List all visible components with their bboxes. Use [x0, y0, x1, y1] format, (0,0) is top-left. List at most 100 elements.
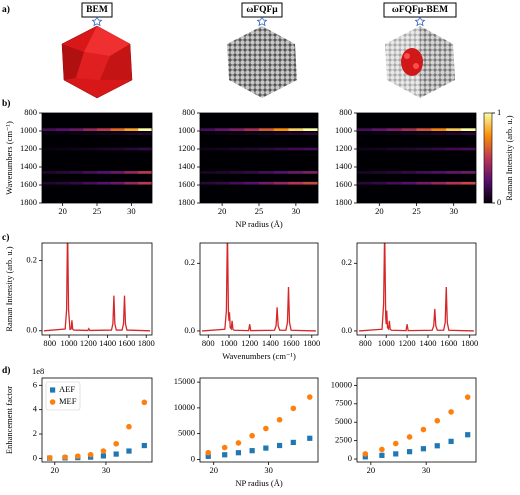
heatmap-cell	[357, 147, 373, 151]
heatmap-cell	[97, 128, 112, 131]
y-tick-label: 7500	[335, 398, 352, 408]
heatmap-cell	[401, 128, 417, 131]
heatmap-cell	[42, 181, 57, 185]
heatmap-cell	[416, 147, 432, 151]
heatmap-cell	[110, 128, 125, 131]
y-tick-label: 0.2	[184, 257, 195, 267]
heatmap-cell	[244, 181, 260, 185]
y-tick-label: 1200	[20, 143, 37, 153]
heatmap-cell	[83, 147, 98, 151]
point	[126, 448, 132, 454]
heatmap-cell	[214, 147, 230, 151]
heatmap-cell	[416, 171, 432, 174]
colorbar-tick-label: 1	[497, 107, 501, 117]
y-tick-label: 1200	[178, 143, 195, 153]
x-tick-label: 20	[218, 206, 227, 216]
model-title: BEM	[86, 5, 108, 15]
plot-area	[202, 243, 316, 332]
heatmap-cell	[110, 132, 125, 136]
y-tick-label: 1800	[20, 197, 37, 207]
heatmap-cell	[431, 181, 447, 185]
heatmap-cell	[97, 147, 112, 151]
x-tick-label: 1400	[419, 338, 436, 348]
y-tick-label: 1400	[20, 161, 37, 171]
axes-frame	[41, 242, 153, 336]
x-tick-label: 1000	[61, 338, 78, 348]
point	[100, 453, 106, 459]
x-tick-label: 1400	[262, 338, 279, 348]
heatmap-cell	[83, 181, 98, 185]
y-tick-label: 5000	[178, 428, 195, 438]
point	[448, 438, 454, 444]
heatmap-background	[42, 113, 152, 203]
point	[113, 451, 119, 457]
plot-area	[42, 113, 152, 203]
y-tick-label: 2500	[335, 435, 352, 445]
heatmap-cell	[446, 171, 462, 174]
heatmap-cell	[214, 181, 230, 185]
y-tick-label: 800	[24, 107, 37, 117]
y-tick-label: 1600	[20, 179, 37, 189]
y-tick-label: 0	[33, 452, 37, 462]
heatmap-cell	[386, 128, 402, 131]
x-tick-label: 1200	[80, 338, 97, 348]
heatmap-cell	[42, 147, 57, 151]
spectrum-line	[43, 243, 151, 332]
heatmap-cell	[401, 171, 417, 174]
heatmap-cell	[461, 181, 476, 185]
x-tick-label: 30	[449, 206, 458, 216]
heatmap-cell	[371, 128, 388, 131]
heatmap-cell	[303, 171, 318, 174]
x-tick-label: 1400	[99, 338, 116, 348]
plot-area	[200, 113, 318, 203]
heatmap-cell	[138, 181, 152, 185]
point	[100, 448, 107, 454]
heatmap-cell	[42, 132, 57, 136]
heatmap-cell	[446, 181, 462, 185]
heatmap-cell	[446, 132, 462, 136]
particle-hybrid	[385, 26, 455, 98]
heatmap-cell	[229, 147, 245, 151]
heatmap-cell	[124, 128, 139, 131]
x-tick-label: 30	[292, 206, 301, 216]
heatmap-cell	[273, 128, 289, 131]
x-tick-label: 30	[127, 206, 136, 216]
heatmap-cell	[200, 147, 216, 151]
x-tick-label: 1800	[303, 338, 320, 348]
point	[141, 399, 148, 406]
x-tick-label: 30	[264, 465, 273, 475]
y-tick-label: 1000	[335, 125, 352, 135]
heatmap-cell	[446, 147, 462, 151]
axes-frame	[199, 377, 319, 463]
x-tick-label: 20	[375, 206, 384, 216]
heatmap-cell	[83, 132, 98, 136]
heatmap-cell	[97, 132, 112, 136]
heatmap-cell	[83, 128, 98, 131]
point	[307, 435, 313, 441]
y-offset-label: 1e8	[32, 366, 44, 376]
point	[290, 405, 297, 412]
star-icon	[91, 16, 426, 27]
heatmap-cell	[244, 171, 260, 174]
x-tick-label: 20	[209, 465, 218, 475]
heatmap-cell	[431, 147, 447, 151]
heatmap-cell	[229, 181, 245, 185]
heatmap-cell	[138, 128, 152, 131]
panel-label: b)	[2, 98, 10, 109]
point	[75, 453, 81, 459]
x-tick-label: 20	[51, 465, 60, 475]
heatmap-cell	[83, 171, 98, 174]
heatmap-cell	[431, 171, 447, 174]
y-tick-label: 0	[191, 453, 195, 463]
point	[379, 452, 385, 458]
panel-label: d)	[2, 365, 10, 376]
point	[406, 434, 413, 440]
point	[434, 417, 441, 424]
axes-frame	[41, 377, 153, 463]
heatmap-cell	[124, 132, 139, 136]
y-tick-label: 15000	[174, 376, 195, 386]
heatmap-cell	[259, 181, 275, 185]
y-tick-label: 1800	[335, 197, 352, 207]
point	[205, 453, 211, 459]
legend-marker	[49, 399, 56, 405]
